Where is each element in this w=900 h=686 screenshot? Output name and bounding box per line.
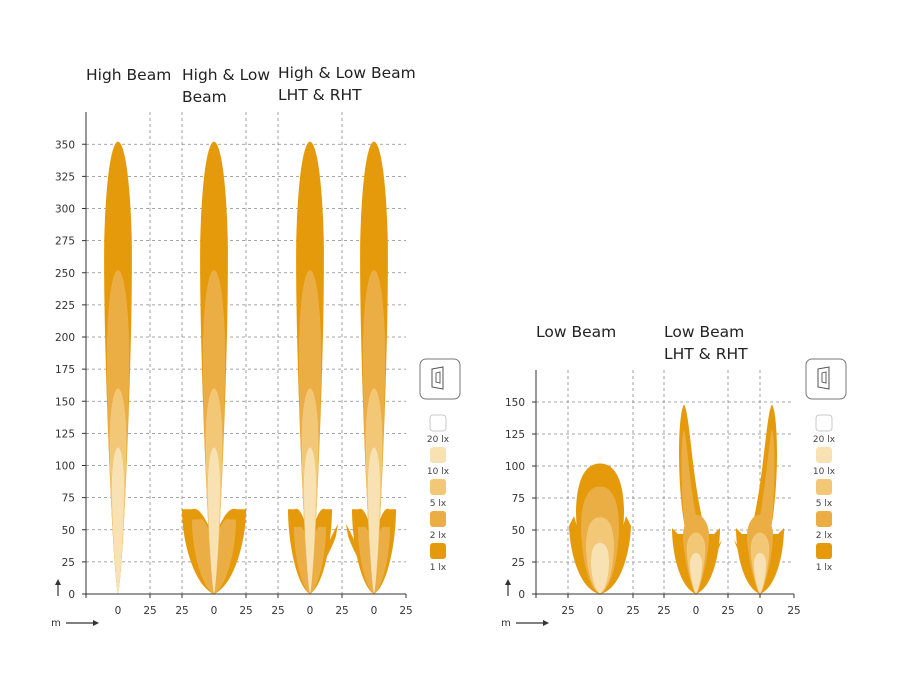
chart2-x-tick-label: 0 <box>693 605 700 617</box>
legend-layer <box>419 358 847 559</box>
chart1-y-tick-label: 275 <box>55 236 75 248</box>
chart2-y-tick-label: 75 <box>512 493 525 505</box>
chart2-legend-swatch <box>816 479 832 495</box>
chart2-legend-label: 1 lx <box>816 563 833 573</box>
chart1-legend-swatch <box>429 414 447 432</box>
chart2-legend-label: 2 lx <box>816 531 833 541</box>
panel-title: Low Beam <box>536 323 616 341</box>
high-beam-beam-10lx <box>111 447 125 594</box>
panel-title: High & Low <box>182 66 270 84</box>
chart1-y-tick-label: 75 <box>62 493 75 505</box>
low-rht-10lx <box>753 553 767 594</box>
chart1-lamp-icon <box>431 366 444 390</box>
panel-title: Beam <box>182 88 227 106</box>
chart1-y-tick-label: 175 <box>55 364 75 376</box>
chart1-legend-swatch <box>430 447 446 463</box>
chart2-y-tick-label: 0 <box>518 589 525 601</box>
chart1-y-tick-label: 0 <box>68 589 75 601</box>
panel-title: Low Beam <box>664 323 744 341</box>
chart2-lamp-icon <box>817 366 830 390</box>
chart1-legend-label: 1 lx <box>430 563 447 573</box>
axis-layer <box>55 112 795 626</box>
chart1-y-tick-label: 125 <box>55 428 75 440</box>
chart2-y-tick-label: 125 <box>505 429 525 441</box>
high-low-beam-beam-10lx <box>207 447 221 594</box>
chart1-unit-label: m <box>51 618 61 629</box>
chart1-lamp-lens-icon <box>435 371 441 384</box>
chart1-y-tick-label: 150 <box>55 396 75 408</box>
chart2-x-tick-label: 25 <box>561 605 574 617</box>
chart1-legend-swatch <box>430 543 446 559</box>
chart2-x-tick-label: 25 <box>657 605 670 617</box>
chart2-right-arrowhead <box>543 620 549 626</box>
chart2-x-tick-label: 25 <box>626 605 639 617</box>
panel-title: LHT & RHT <box>278 86 362 104</box>
panel-title: High Beam <box>86 66 171 84</box>
chart1-x-tick-label: 0 <box>371 605 378 617</box>
chart2-legend-swatch <box>816 543 832 559</box>
chart2-y-tick-label: 100 <box>505 461 525 473</box>
chart2-y-tick-label: 25 <box>512 557 525 569</box>
chart1-y-tick-label: 300 <box>55 204 75 216</box>
chart1-y-tick-label: 225 <box>55 300 75 312</box>
chart1-x-tick-label: 25 <box>143 605 156 617</box>
chart1-right-arrowhead <box>93 620 99 626</box>
chart1-x-tick-label: 25 <box>399 605 412 617</box>
chart1-y-tick-label: 100 <box>55 461 75 473</box>
panel-title: LHT & RHT <box>664 345 748 363</box>
chart1-y-tick-label: 25 <box>62 557 75 569</box>
chart1-y-tick-label: 200 <box>55 332 75 344</box>
chart1-x-tick-label: 0 <box>115 605 122 617</box>
chart1-x-tick-label: 0 <box>307 605 314 617</box>
beam-layer <box>104 141 784 594</box>
chart1-y-tick-label: 325 <box>55 171 75 183</box>
chart2-legend-label: 5 lx <box>816 499 833 509</box>
chart1-x-tick-label: 25 <box>335 605 348 617</box>
text-layer: 0255075100125150175200225250275300325350… <box>51 64 846 629</box>
low-lht-10lx <box>689 553 703 594</box>
chart1-legend-label: 5 lx <box>430 499 447 509</box>
chart1-legend-label: 2 lx <box>430 531 447 541</box>
chart2-y-tick-label: 150 <box>505 397 525 409</box>
high-low-rht-beam-beam-10lx <box>367 447 381 594</box>
chart1-x-tick-label: 25 <box>239 605 252 617</box>
chart2-legend-swatch <box>815 414 833 432</box>
chart2-unit-label: m <box>501 618 511 629</box>
chart2-x-tick-label: 0 <box>757 605 764 617</box>
low-beam-10lx <box>591 542 609 594</box>
chart2-lamp-lens-icon <box>821 371 827 384</box>
chart1-up-arrowhead <box>55 579 61 585</box>
chart2-legend-label: 20 lx <box>813 435 836 445</box>
chart1-x-tick-label: 25 <box>271 605 284 617</box>
chart1-x-tick-label: 25 <box>175 605 188 617</box>
chart1-legend-label: 10 lx <box>427 467 450 477</box>
chart2-x-tick-label: 0 <box>597 605 604 617</box>
chart1-y-tick-label: 250 <box>55 268 75 280</box>
chart2-x-tick-label: 25 <box>721 605 734 617</box>
chart1-x-tick-label: 0 <box>211 605 218 617</box>
high-low-lht-beam-beam-10lx <box>303 447 317 594</box>
chart1-legend-swatch <box>430 511 446 527</box>
chart1-y-tick-label: 350 <box>55 139 75 151</box>
chart2-y-tick-label: 50 <box>512 525 525 537</box>
chart2-legend-swatch <box>816 447 832 463</box>
chart2-legend-swatch <box>816 511 832 527</box>
chart2-x-tick-label: 25 <box>787 605 800 617</box>
panel-title: High & Low Beam <box>278 64 416 82</box>
chart1-y-tick-label: 50 <box>62 525 75 537</box>
chart2-up-arrowhead <box>505 579 511 585</box>
chart1-legend-swatch <box>430 479 446 495</box>
grid-layer <box>86 112 794 594</box>
chart1-legend-label: 20 lx <box>427 435 450 445</box>
chart2-legend-label: 10 lx <box>813 467 836 477</box>
